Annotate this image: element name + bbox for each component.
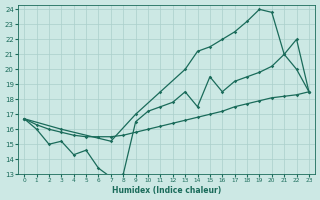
X-axis label: Humidex (Indice chaleur): Humidex (Indice chaleur)	[112, 186, 221, 195]
